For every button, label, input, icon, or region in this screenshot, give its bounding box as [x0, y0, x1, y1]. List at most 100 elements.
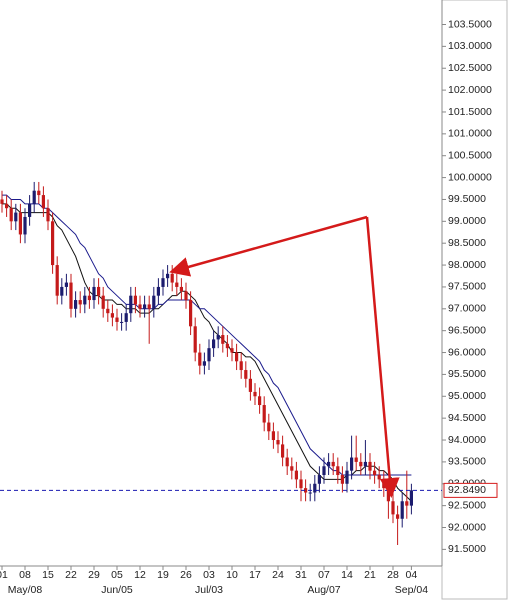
- candle-body: [41, 195, 45, 209]
- x-tick-label: 24: [272, 569, 284, 581]
- candle-body: [382, 479, 386, 489]
- candle-body: [198, 352, 202, 366]
- x-tick-label: 21: [364, 569, 376, 581]
- y-tick-label: 94.5000: [448, 412, 486, 424]
- candle-body: [5, 203, 9, 209]
- candle-body: [373, 470, 377, 476]
- moving-average-line: [2, 194, 412, 476]
- y-tick-label: 96.0000: [448, 346, 486, 358]
- plot-area: [0, 181, 442, 546]
- candle-body: [120, 321, 124, 323]
- x-tick-label: 22: [65, 569, 77, 581]
- y-tick-label: 91.5000: [448, 543, 486, 555]
- month-label: Jun/05: [101, 584, 133, 596]
- candle-body: [267, 422, 271, 432]
- y-tick-label: 99.0000: [448, 215, 486, 227]
- arrow: [365, 216, 400, 498]
- y-tick-label: 97.0000: [448, 303, 486, 315]
- y-tick-label: 92.0000: [448, 521, 486, 533]
- x-tick-label: 05: [111, 569, 123, 581]
- y-tick-label: 93.5000: [448, 456, 486, 468]
- x-tick-label: 17: [249, 569, 261, 581]
- candle-body: [110, 313, 114, 318]
- candle-body: [87, 295, 91, 301]
- axes: 91.500092.000092.500093.000093.500094.00…: [0, 18, 498, 596]
- candle-body: [405, 501, 409, 506]
- candle-body: [248, 378, 252, 392]
- candle-body: [18, 212, 22, 235]
- candle-body: [184, 291, 188, 301]
- candle-body: [304, 488, 308, 493]
- candle-body: [331, 461, 335, 467]
- candle-body: [253, 391, 257, 397]
- candle-body: [64, 282, 68, 287]
- month-label: Jul/03: [195, 584, 223, 596]
- x-tick-label: 12: [134, 569, 146, 581]
- candle-body: [74, 300, 78, 309]
- candle-body: [0, 199, 4, 204]
- candle-body: [161, 278, 165, 287]
- candle-body: [350, 457, 354, 471]
- candle-body: [354, 457, 358, 462]
- candle-body: [189, 300, 193, 327]
- candle-body: [391, 501, 395, 515]
- x-tick-label: 14: [341, 569, 353, 581]
- y-tick-label: 98.0000: [448, 259, 486, 271]
- last-price-box: [443, 482, 498, 498]
- candle-body: [69, 282, 73, 309]
- y-tick-label: 92.5000: [448, 499, 486, 511]
- candle-body: [23, 216, 27, 235]
- y-tick-label: 97.5000: [448, 281, 486, 293]
- candle-body: [166, 273, 170, 279]
- candle-body: [175, 282, 179, 287]
- candle-body: [368, 461, 372, 471]
- y-tick-label: 96.5000: [448, 324, 486, 336]
- month-label: Sep/04: [395, 584, 428, 596]
- candle-body: [14, 212, 18, 222]
- candle-body: [345, 470, 349, 484]
- x-tick-label: 10: [226, 569, 238, 581]
- x-tick-label: 01: [0, 569, 8, 581]
- candle-body: [101, 295, 105, 309]
- candle-body: [400, 501, 404, 519]
- candle-body: [239, 361, 243, 371]
- month-label: May/08: [8, 584, 43, 596]
- y-tick-label: 101.5000: [448, 106, 492, 118]
- candle-body: [340, 475, 344, 484]
- candle-body: [202, 361, 206, 366]
- x-tick-label: 15: [42, 569, 54, 581]
- candle-body: [170, 273, 174, 283]
- candle-body: [78, 300, 82, 305]
- x-tick-label: 31: [295, 569, 307, 581]
- x-tick-label: 29: [88, 569, 100, 581]
- candle-body: [37, 190, 41, 196]
- candle-body: [322, 466, 326, 476]
- candle-body: [308, 492, 312, 494]
- candle-body: [230, 348, 234, 353]
- candle-body: [207, 348, 211, 362]
- y-tick-label: 102.0000: [448, 84, 492, 96]
- candle-body: [216, 335, 220, 340]
- x-tick-label: 28: [387, 569, 399, 581]
- candle-body: [124, 313, 128, 322]
- x-tick-label: 04: [406, 569, 418, 581]
- candle-body: [290, 466, 294, 471]
- candle-body: [143, 304, 147, 309]
- candle-body: [221, 335, 225, 344]
- candle-body: [106, 308, 110, 314]
- y-tick-label: 103.0000: [448, 40, 492, 52]
- candle-body: [28, 203, 32, 217]
- candle-body: [55, 265, 59, 296]
- y-tick-label: 95.5000: [448, 368, 486, 380]
- candle-body: [83, 295, 87, 305]
- candle-body: [396, 514, 400, 519]
- candle-body: [193, 326, 197, 353]
- month-label: Aug/07: [307, 584, 340, 596]
- candle-body: [156, 286, 160, 296]
- x-tick-label: 03: [203, 569, 215, 581]
- candle-body: [336, 466, 340, 476]
- annotation-arrows: [169, 215, 400, 498]
